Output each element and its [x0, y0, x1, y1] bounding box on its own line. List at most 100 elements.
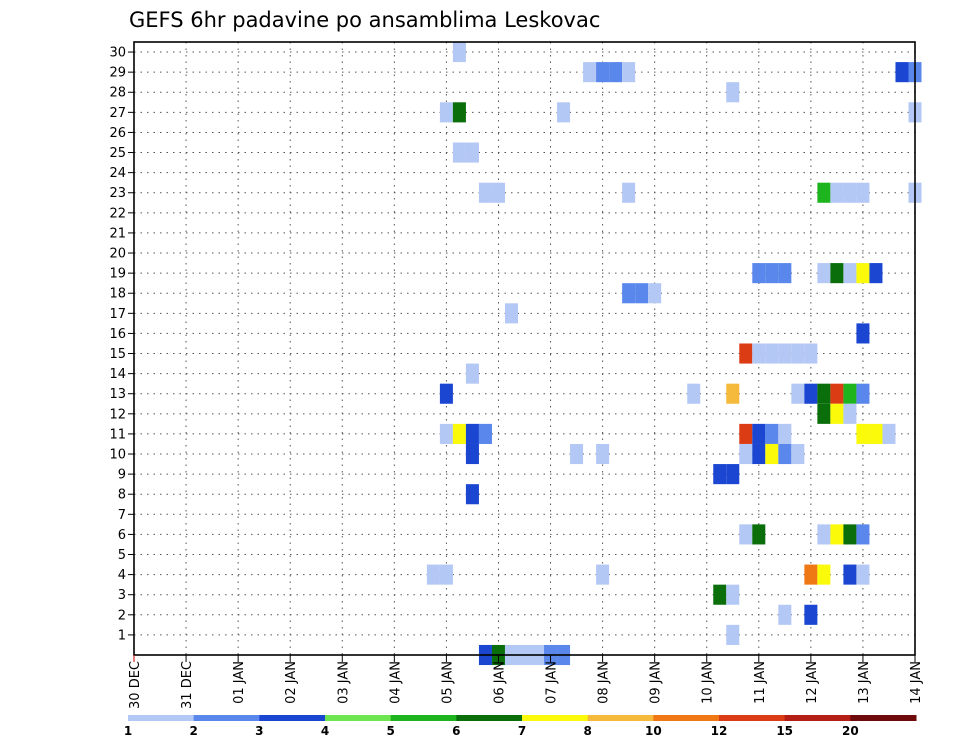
y-tick-label: 10: [109, 448, 126, 463]
y-tick-label: 11: [109, 427, 126, 442]
precip-cell: [739, 443, 753, 465]
precip-cell: [869, 423, 883, 444]
precip-cell: [622, 182, 636, 203]
y-tick-label: 29: [109, 66, 126, 81]
precip-cell: [882, 423, 896, 444]
x-tick-label: 01 JAN: [232, 661, 247, 704]
y-tick-label: 25: [109, 146, 126, 161]
precip-cell: [843, 403, 857, 424]
precip-cell: [713, 464, 727, 485]
precip-cell: [804, 343, 818, 364]
y-axis-ticks: 1234567891011121314151617181920212223242…: [109, 46, 134, 643]
precip-cell: [478, 423, 492, 444]
y-tick-label: 1: [118, 628, 126, 643]
precip-cell: [895, 62, 909, 83]
y-tick-label: 30: [109, 46, 126, 61]
x-tick-label: 30 DEC: [128, 661, 143, 709]
precip-cell: [778, 343, 792, 364]
legend-swatch: [193, 715, 260, 721]
precip-cell: [452, 142, 466, 163]
y-tick-label: 15: [109, 347, 126, 362]
legend-swatch: [784, 715, 851, 721]
y-tick-label: 19: [109, 267, 126, 282]
precip-cell: [687, 383, 701, 404]
x-tick-label: 08 JAN: [597, 661, 612, 704]
precip-cell: [465, 484, 479, 505]
grid-lines: [134, 42, 915, 655]
precip-cell: [856, 564, 870, 585]
legend-swatch: [259, 715, 326, 721]
precip-cell: [439, 564, 453, 585]
x-tick-label: 03 JAN: [336, 661, 351, 704]
precip-cell: [596, 443, 610, 465]
x-tick-label: 14 JAN: [909, 661, 924, 704]
precip-cell: [856, 263, 870, 284]
legend-label: 6: [452, 724, 460, 738]
precip-cell: [609, 62, 623, 83]
x-tick-label: 12 JAN: [805, 661, 820, 704]
y-tick-label: 5: [118, 548, 126, 563]
y-tick-label: 2: [118, 608, 126, 623]
precip-cell: [452, 423, 466, 444]
precip-cell: [465, 423, 479, 444]
precip-cell: [752, 423, 766, 444]
precip-cell: [817, 564, 831, 585]
legend-label: 3: [255, 724, 263, 738]
legend-label: 1: [124, 724, 132, 738]
y-tick-label: 9: [118, 468, 126, 483]
y-tick-label: 3: [118, 588, 126, 603]
legend-label: 7: [518, 724, 526, 738]
precip-cell: [752, 343, 766, 364]
precip-cell: [439, 383, 453, 404]
color-legend: 1 2 3 4 5 6 7 8 10 12 15 20: [124, 715, 917, 738]
precip-cell: [804, 604, 818, 625]
y-tick-label: 18: [109, 287, 126, 302]
y-tick-label: 22: [109, 206, 126, 221]
precip-cell: [778, 263, 792, 284]
precip-cell: [739, 423, 753, 444]
precip-cell: [596, 564, 610, 585]
precip-cell: [726, 383, 740, 404]
precip-cell: [622, 283, 636, 304]
x-axis-ticks: 30 DEC 31 DEC 01 JAN 02 JAN 03 JAN 04 JAN 05 J…: [128, 655, 924, 709]
x-tick-label: 09 JAN: [649, 661, 664, 704]
precip-cell: [596, 62, 610, 83]
precip-cell: [739, 343, 753, 364]
legend-label: 20: [842, 724, 859, 738]
chart-title: GEFS 6hr padavine po ansamblima Leskovac: [129, 8, 600, 32]
plot-frame: [133, 41, 916, 656]
x-tick-label: 13 JAN: [857, 661, 872, 704]
precip-cell: [557, 102, 571, 123]
y-tick-label: 23: [109, 186, 126, 201]
legend-label: 5: [386, 724, 394, 738]
precip-cell: [817, 524, 831, 545]
y-tick-label: 26: [109, 126, 126, 141]
legend-swatch: [456, 715, 523, 721]
x-tick-label: 05 JAN: [440, 661, 455, 704]
y-tick-label: 28: [109, 86, 126, 101]
legend-swatch: [719, 715, 786, 721]
precip-cell: [817, 383, 831, 404]
precip-cell: [726, 584, 740, 605]
x-tick-label: 11 JAN: [753, 661, 768, 704]
legend-swatch: [390, 715, 457, 721]
y-tick-label: 14: [109, 367, 126, 382]
precip-cell: [791, 343, 805, 364]
precip-cell: [843, 182, 857, 203]
y-tick-label: 16: [109, 327, 126, 342]
precip-cell: [778, 604, 792, 625]
precip-cell: [765, 423, 779, 444]
precip-cell: [765, 443, 779, 465]
legend-swatch: [128, 715, 195, 721]
precip-cell: [726, 464, 740, 485]
precip-cell: [752, 524, 766, 545]
precip-cell: [869, 263, 883, 284]
y-tick-label: 21: [109, 226, 126, 241]
precip-cell: [856, 423, 870, 444]
precip-cell: [452, 42, 466, 63]
y-tick-label: 17: [109, 307, 126, 322]
precip-cell: [504, 303, 518, 324]
precip-cell: [622, 62, 636, 83]
precip-cell: [439, 423, 453, 444]
x-tick-label: 02 JAN: [284, 661, 299, 704]
